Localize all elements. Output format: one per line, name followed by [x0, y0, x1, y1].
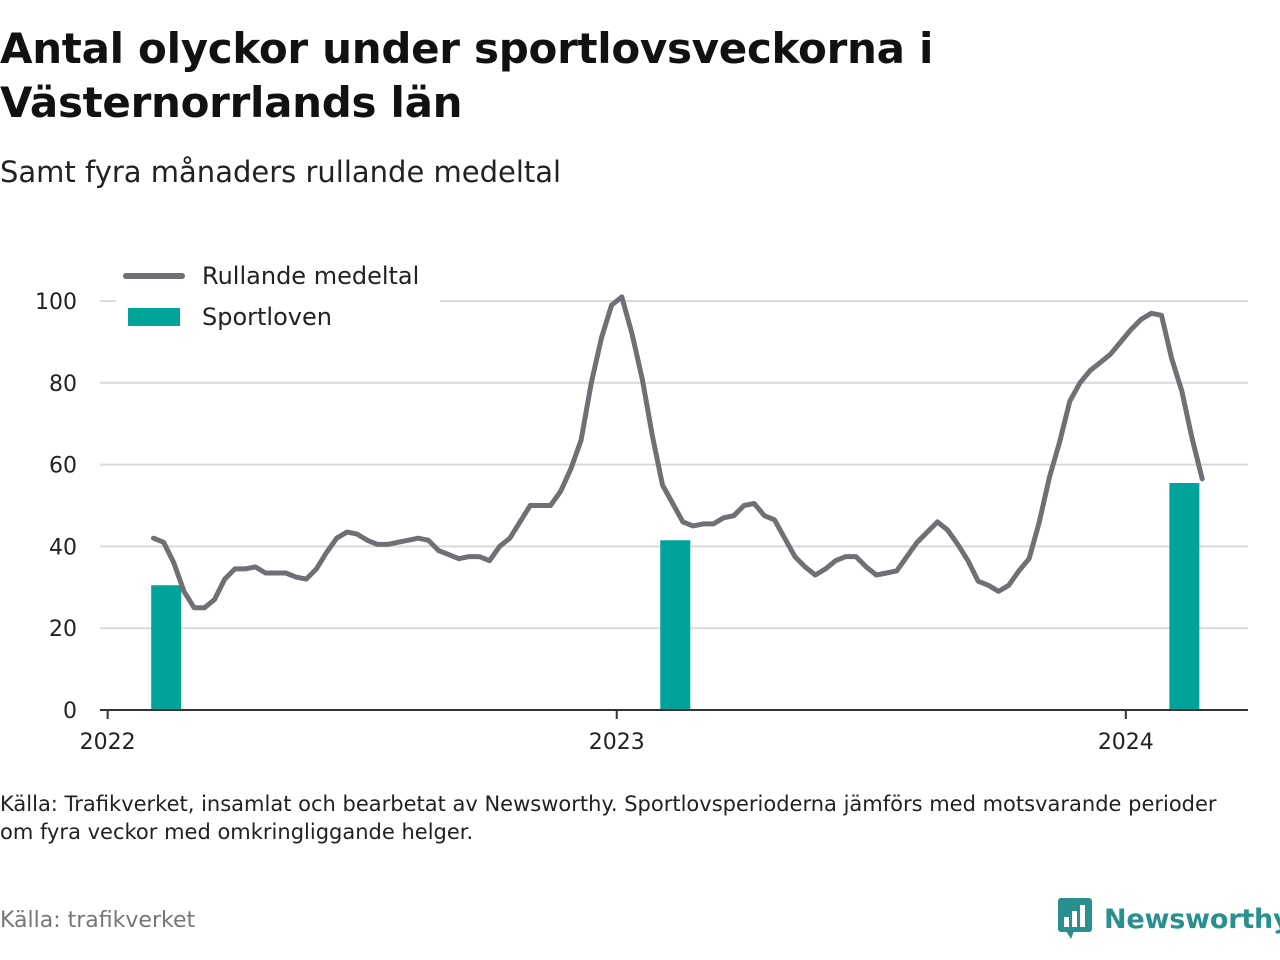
- newsworthy-logo[interactable]: Newsworthy: [1058, 898, 1280, 940]
- axes: 0 20 40 60 80 100 2022 2023 2024: [35, 290, 1248, 755]
- bar-sportloven: [151, 585, 182, 710]
- y-tick-label: 20: [49, 617, 77, 642]
- chart-area: 0 20 40 60 80 100 2022 2023 2024 Rullande medelt…: [35, 258, 1248, 755]
- x-tick-label: 2022: [80, 730, 136, 755]
- line-rullande-medeltal: [151, 294, 1205, 611]
- chart-title: Antal olyckor under sportlovsveckorna i …: [0, 24, 934, 127]
- legend-background: [116, 258, 440, 340]
- newsworthy-logo-icon: [1058, 898, 1092, 939]
- x-tick-label: 2024: [1098, 730, 1154, 755]
- y-tick-label: 80: [49, 372, 77, 397]
- x-tick-label: 2023: [589, 730, 645, 755]
- source-label: Källa: trafikverket: [0, 908, 196, 933]
- bar-series: [151, 483, 1200, 710]
- legend: Rullande medeltal Sportloven: [116, 258, 440, 340]
- bar-sportloven: [1169, 483, 1200, 710]
- brand-name: Newsworthy: [1104, 903, 1280, 935]
- legend-label-rullande-medeltal: Rullande medeltal: [202, 262, 419, 290]
- y-tick-label: 60: [49, 454, 77, 479]
- chart-subtitle: Samt fyra månaders rullande medeltal: [0, 155, 562, 189]
- line-series: [151, 294, 1205, 611]
- y-tick-label: 100: [35, 290, 77, 315]
- y-tick-label: 0: [63, 699, 77, 724]
- y-tick-label: 40: [49, 535, 77, 560]
- source-note: Källa: Trafikverket, insamlat och bearbe…: [0, 792, 1217, 844]
- legend-label-sportloven: Sportloven: [202, 303, 332, 331]
- bar-sportloven: [660, 540, 691, 710]
- legend-bar-swatch: [128, 308, 180, 326]
